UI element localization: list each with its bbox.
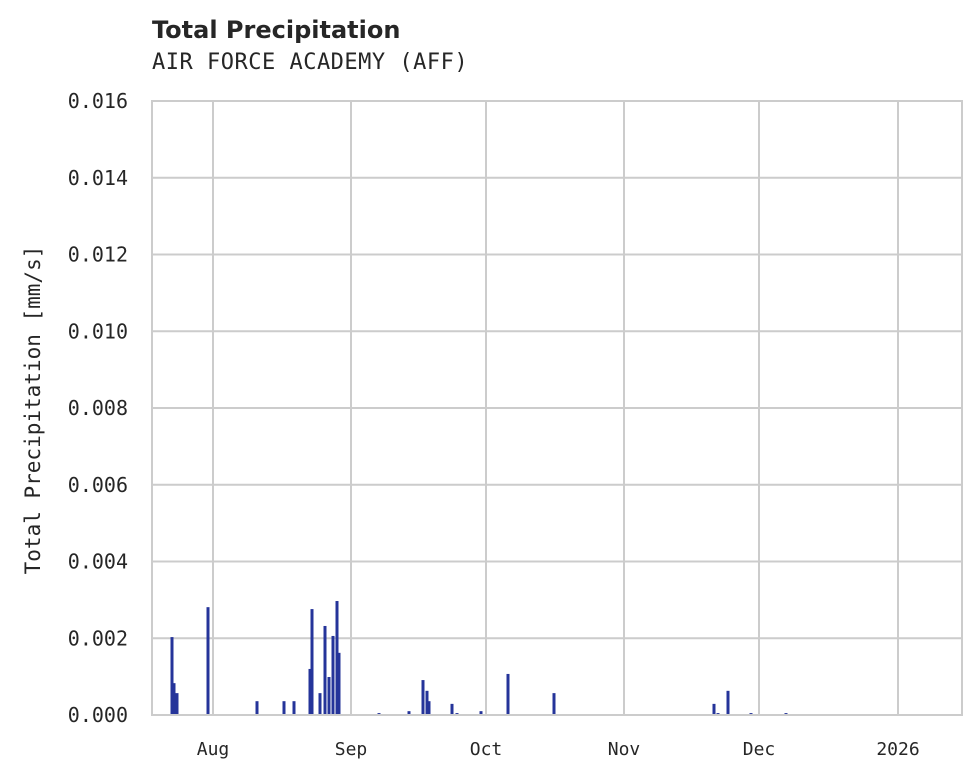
- y-tick-label: 0.004: [68, 550, 128, 574]
- chart-subtitle: AIR FORCE ACADEMY (AFF): [152, 50, 469, 75]
- precip-bar: [318, 693, 322, 715]
- precip-bar: [407, 711, 411, 715]
- precip-bar: [331, 635, 335, 715]
- x-tick-label: 2026: [876, 739, 919, 760]
- precip-bar: [175, 693, 179, 715]
- precip-bar: [337, 652, 341, 715]
- precip-bar: [170, 637, 174, 715]
- precip-bar: [335, 601, 339, 715]
- y-tick-label: 0.016: [68, 89, 128, 113]
- x-tick-label: Aug: [197, 739, 230, 760]
- x-tick-label: Nov: [608, 739, 641, 760]
- x-tick-label: Dec: [743, 739, 776, 760]
- plot-frame: [151, 100, 963, 716]
- precip-bar: [712, 703, 716, 715]
- y-tick-label: 0.010: [68, 319, 128, 343]
- precip-bar: [450, 703, 454, 715]
- precip-bar: [323, 625, 327, 715]
- precip-bar: [308, 668, 312, 715]
- y-axis-ticks: 0.000 0.002 0.004 0.006 0.008 0.010 0.012 0.014…: [68, 89, 128, 727]
- precip-bar: [421, 680, 425, 715]
- precip-bar: [425, 690, 429, 715]
- precip-bar: [172, 683, 176, 715]
- precip-bar: [292, 701, 296, 715]
- y-tick-label: 0.002: [68, 626, 128, 650]
- y-tick-label: 0.006: [68, 473, 128, 497]
- precip-bar: [206, 607, 210, 715]
- bar-series: [170, 601, 788, 715]
- precip-bar: [282, 701, 286, 715]
- precip-bar: [726, 690, 730, 715]
- y-tick-label: 0.008: [68, 396, 128, 420]
- chart-title: Total Precipitation: [152, 16, 401, 44]
- precip-bar: [255, 701, 259, 715]
- y-tick-label: 0.014: [68, 166, 128, 190]
- x-tick-label: Sep: [335, 739, 368, 760]
- y-axis-label: Total Precipitation [mm/s]: [21, 246, 45, 575]
- y-tick-label: 0.000: [68, 703, 128, 727]
- grid-lines: [152, 100, 962, 716]
- precip-bar: [427, 701, 431, 715]
- precip-bar: [327, 677, 331, 715]
- x-tick-label: Oct: [470, 739, 503, 760]
- y-tick-label: 0.012: [68, 243, 128, 267]
- precip-bar: [506, 673, 510, 715]
- precip-bar: [310, 609, 314, 715]
- x-axis-ticks: Aug Sep Oct Nov Dec 2026: [197, 739, 920, 760]
- precip-bar: [552, 693, 556, 715]
- precip-bar: [479, 711, 483, 715]
